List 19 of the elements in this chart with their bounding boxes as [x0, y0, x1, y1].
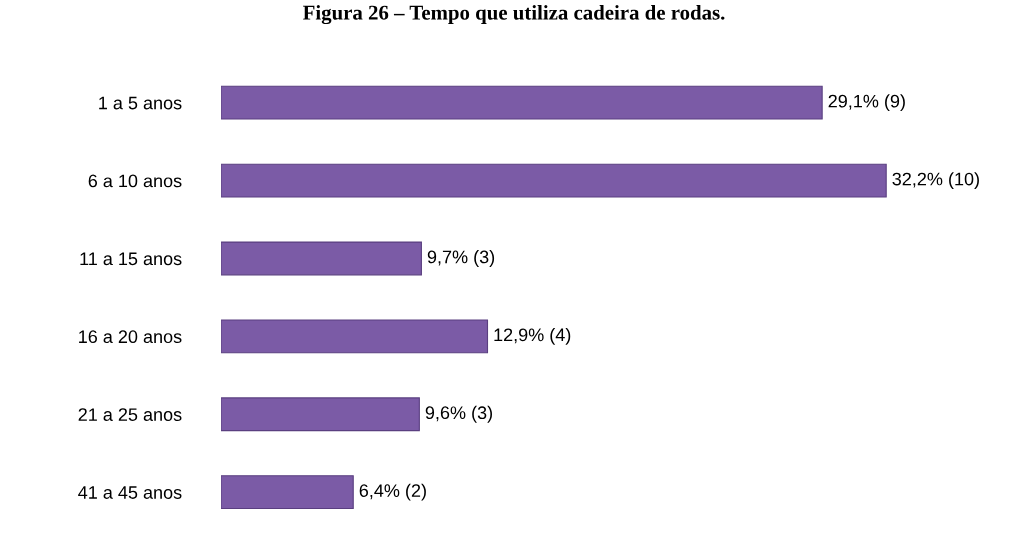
- bar: [221, 163, 887, 198]
- y-tick-label: 16 a 20 anos: [79, 330, 182, 344]
- data-label: 32,2% (10): [892, 172, 979, 189]
- data-label: 6,4% (2): [359, 483, 426, 501]
- bar: [221, 319, 489, 354]
- data-label: 12,9% (4): [494, 327, 571, 345]
- data-label: 29,1% (9): [828, 94, 905, 112]
- data-label: 9,6% (3): [425, 405, 493, 423]
- data-label: 9,7% (3): [427, 250, 495, 267]
- bar: [221, 85, 823, 120]
- y-tick-label: 21 a 25 anos: [78, 408, 182, 421]
- y-tick-label: 1 a 5 anos: [99, 96, 182, 110]
- bar: [221, 475, 354, 510]
- bar: [221, 241, 422, 276]
- y-tick-label: 11 a 15 anos: [80, 252, 182, 266]
- y-tick-label: 41 a 45 anos: [78, 486, 182, 499]
- bar: [221, 397, 420, 432]
- y-tick-label: 6 a 10 anos: [88, 174, 182, 188]
- chart-title: Figura 26 – Tempo que utiliza cadeira de rodas.: [303, 5, 725, 25]
